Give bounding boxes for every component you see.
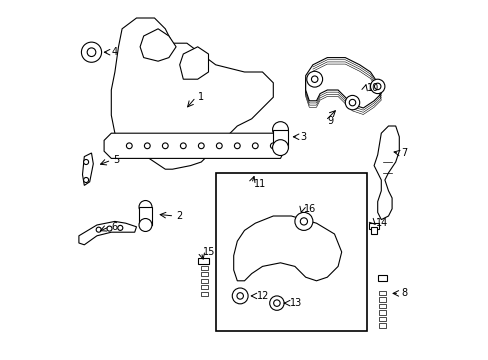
Circle shape <box>162 143 168 149</box>
Circle shape <box>118 225 122 230</box>
Text: 11: 11 <box>253 179 265 189</box>
Bar <box>272 130 288 148</box>
Bar <box>200 292 207 296</box>
Circle shape <box>144 143 150 149</box>
Circle shape <box>139 201 152 213</box>
Text: 10: 10 <box>366 83 378 93</box>
Text: 3: 3 <box>300 132 306 142</box>
Circle shape <box>252 143 258 149</box>
Circle shape <box>311 76 317 82</box>
Text: 12: 12 <box>257 291 269 301</box>
Bar <box>377 275 386 281</box>
Circle shape <box>237 293 243 299</box>
Bar <box>379 310 385 315</box>
Circle shape <box>294 212 312 230</box>
Text: 7: 7 <box>400 148 407 158</box>
Bar <box>200 279 207 283</box>
Bar <box>139 207 152 225</box>
Circle shape <box>96 227 101 232</box>
Circle shape <box>348 99 355 106</box>
Bar <box>370 227 376 234</box>
Text: 5: 5 <box>113 155 119 165</box>
Circle shape <box>216 143 222 149</box>
Circle shape <box>273 300 280 306</box>
Circle shape <box>234 143 240 149</box>
Text: 13: 13 <box>289 298 301 308</box>
Circle shape <box>300 218 307 225</box>
Circle shape <box>180 143 186 149</box>
Polygon shape <box>373 126 399 220</box>
Polygon shape <box>179 47 208 79</box>
Circle shape <box>345 95 359 110</box>
Text: 2: 2 <box>176 211 182 221</box>
Text: 8: 8 <box>400 288 407 298</box>
Text: 4: 4 <box>111 47 117 57</box>
Polygon shape <box>79 221 136 245</box>
Circle shape <box>198 143 204 149</box>
Circle shape <box>139 219 152 231</box>
Polygon shape <box>82 153 93 185</box>
Circle shape <box>126 143 132 149</box>
Bar <box>200 272 207 276</box>
Polygon shape <box>140 29 176 61</box>
Circle shape <box>272 140 288 156</box>
Text: 9: 9 <box>326 116 333 126</box>
Text: 1: 1 <box>197 92 203 102</box>
Bar <box>368 223 379 229</box>
Circle shape <box>270 143 276 149</box>
Text: 14: 14 <box>375 218 387 228</box>
Bar <box>200 266 207 270</box>
Bar <box>379 323 385 328</box>
Circle shape <box>269 296 284 310</box>
Circle shape <box>87 48 96 57</box>
Circle shape <box>232 288 247 304</box>
Bar <box>215 173 366 331</box>
Circle shape <box>306 71 322 87</box>
Polygon shape <box>305 58 381 108</box>
Circle shape <box>81 42 102 62</box>
Bar <box>379 297 385 302</box>
Circle shape <box>370 79 384 94</box>
Text: 16: 16 <box>303 204 316 214</box>
Circle shape <box>83 177 88 183</box>
Bar <box>379 304 385 308</box>
Circle shape <box>107 226 112 231</box>
Polygon shape <box>111 18 273 169</box>
Bar <box>379 291 385 295</box>
Circle shape <box>272 122 288 138</box>
Bar <box>200 285 207 289</box>
Text: 6: 6 <box>111 222 117 232</box>
Circle shape <box>83 159 88 165</box>
Text: 15: 15 <box>203 247 215 257</box>
Bar <box>198 258 209 264</box>
Bar <box>379 317 385 321</box>
Polygon shape <box>233 216 341 281</box>
Circle shape <box>374 83 380 90</box>
Polygon shape <box>104 133 287 158</box>
